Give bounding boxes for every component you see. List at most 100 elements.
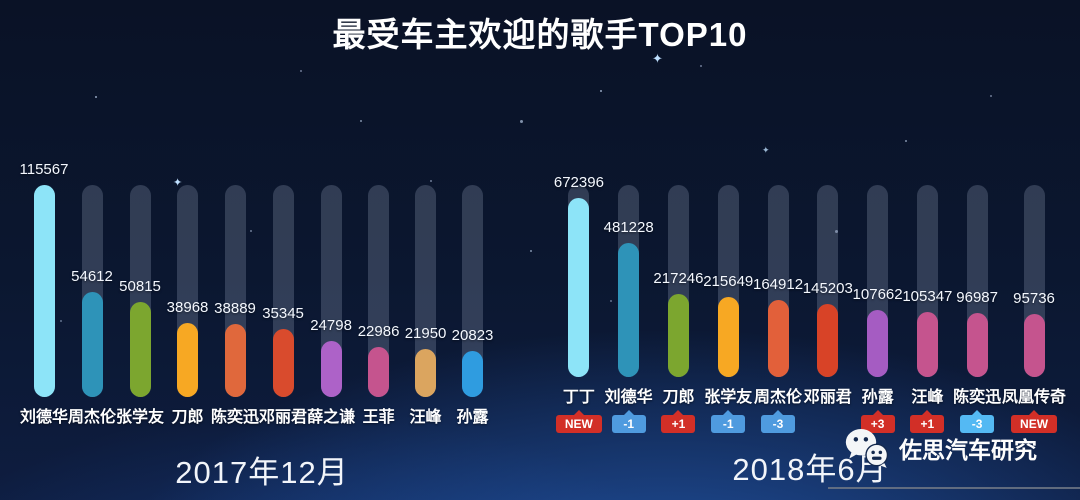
bar-track: 54612 xyxy=(71,185,113,397)
bar xyxy=(224,324,246,397)
rank-change-badge: -1 xyxy=(611,410,646,433)
bar-value-label: 21950 xyxy=(404,325,447,342)
star xyxy=(60,320,62,322)
bar xyxy=(81,292,103,397)
bar xyxy=(129,302,151,397)
badge-pointer-icon xyxy=(773,410,784,415)
rank-change-badge: +3 xyxy=(860,410,895,433)
bar xyxy=(1023,314,1045,377)
rank-change-label: +1 xyxy=(671,417,686,431)
bar xyxy=(272,329,294,397)
period-label-2017-12: 2017年12月 xyxy=(175,455,349,490)
bar-column: 38968 刀郎 xyxy=(164,185,211,427)
bar-column: 215649 张学友 -1 xyxy=(703,185,753,433)
watermark-underline xyxy=(828,487,1080,489)
badge-pointer-icon xyxy=(872,410,883,415)
badge-pointer-icon xyxy=(922,410,933,415)
singer-name-label: 邓丽君 xyxy=(259,409,308,426)
bar-columns-2018-06: 672396 丁丁 NEW 481228 刘德华 -1 217246 刀郎 +1 215649 张学… xyxy=(554,174,1066,433)
badge-pointer-icon xyxy=(972,410,983,415)
rank-change-badge: NEW xyxy=(555,410,602,433)
rank-change-badge: -3 xyxy=(960,410,995,433)
bar-column: 96987 陈奕迅 -3 xyxy=(952,185,1002,433)
rank-change-label: -1 xyxy=(623,417,634,431)
rank-change-label: -1 xyxy=(722,417,734,431)
bar-value-label: 105347 xyxy=(902,288,953,305)
bar-value-label: 95736 xyxy=(1013,290,1055,307)
rank-change-label: -3 xyxy=(772,417,784,431)
singer-name-label: 陈奕迅 xyxy=(211,409,260,426)
bar xyxy=(415,349,437,397)
bar-track: 105347 xyxy=(902,185,952,377)
chart-2018-06: 672396 丁丁 NEW 481228 刘德华 -1 217246 刀郎 +1 215649 张学… xyxy=(554,174,1066,433)
bar-track: 115567 xyxy=(20,161,68,397)
bar-track: 481228 xyxy=(604,185,654,377)
bar-track: 50815 xyxy=(119,185,161,397)
singer-name-label: 王菲 xyxy=(362,409,395,426)
bar-column: 145203 邓丽君 xyxy=(803,185,853,433)
bar-track: 95736 xyxy=(1013,185,1055,377)
bar xyxy=(618,243,640,377)
bar xyxy=(867,310,889,377)
brand-watermark: 佐思汽车研究 xyxy=(843,427,1037,469)
star xyxy=(520,120,523,123)
star xyxy=(430,180,432,182)
bar-value-label: 54612 xyxy=(71,268,113,285)
singer-name-label: 汪峰 xyxy=(911,389,944,406)
bar-column: 217246 刀郎 +1 xyxy=(653,185,703,433)
bar-track: 20823 xyxy=(452,185,493,397)
bar-value-label: 145203 xyxy=(802,280,853,297)
badge-pointer-icon xyxy=(673,410,684,415)
star xyxy=(835,230,838,233)
bar-track: 107662 xyxy=(853,185,903,377)
bar-column: 95736 凤凰传奇 NEW xyxy=(1002,185,1066,433)
bar-value-label: 115567 xyxy=(19,161,69,178)
singer-name-label: 孙露 xyxy=(456,409,489,426)
badge-pointer-icon xyxy=(1029,410,1040,415)
star xyxy=(300,70,302,72)
badge-pointer-icon xyxy=(723,410,734,415)
page-title: 最受车主欢迎的歌手TOP10 xyxy=(332,16,748,53)
singer-name-label: 张学友 xyxy=(116,409,165,426)
rank-change-label: NEW xyxy=(1020,417,1049,431)
bar-track: 217246 xyxy=(653,185,703,377)
singer-name-label: 周杰伦 xyxy=(754,389,803,406)
bar-column: 107662 孙露 +3 xyxy=(853,185,903,433)
bar-column: 105347 汪峰 +1 xyxy=(902,185,952,433)
bar-track: 38889 xyxy=(214,185,256,397)
bar-column: 21950 汪峰 xyxy=(402,185,449,427)
star xyxy=(990,95,992,97)
singer-name-label: 薛之谦 xyxy=(307,409,356,426)
star xyxy=(95,96,97,98)
bar-column: 22986 王菲 xyxy=(355,185,402,427)
badge-pointer-icon xyxy=(573,410,584,415)
brand-name: 佐思汽车研究 xyxy=(899,437,1037,463)
bar-column: 35345 邓丽君 xyxy=(259,185,307,427)
bar-value-label: 50815 xyxy=(119,278,161,295)
bar-value-label: 672396 xyxy=(553,174,604,191)
bar xyxy=(177,323,199,397)
badge-pointer-icon xyxy=(623,410,634,415)
period-label-2018-06: 2018年6月 xyxy=(732,452,888,487)
bar-column: 164912 周杰伦 -3 xyxy=(753,185,803,433)
singer-name-label: 刀郎 xyxy=(662,389,695,406)
bar-track: 38968 xyxy=(167,185,208,397)
bar-value-label: 20823 xyxy=(451,327,494,344)
bar xyxy=(33,185,55,397)
bar-value-label: 481228 xyxy=(603,219,654,236)
singer-name-label: 刘德华 xyxy=(604,389,653,406)
rank-change-label: +3 xyxy=(870,417,885,431)
bar xyxy=(568,198,590,377)
bar-column: 38889 陈奕迅 xyxy=(211,185,259,427)
bar xyxy=(966,313,988,377)
bar-track: 672396 xyxy=(554,174,604,377)
bar-column: 20823 孙露 xyxy=(449,185,496,427)
bar xyxy=(462,351,484,397)
bar-value-label: 35345 xyxy=(262,305,304,322)
bar-track: 24798 xyxy=(310,185,352,397)
singer-name-label: 陈奕迅 xyxy=(953,389,1002,406)
bar-value-label: 96987 xyxy=(956,289,998,306)
singer-name-label: 刘德华 xyxy=(20,409,69,426)
singer-name-label: 汪峰 xyxy=(409,409,442,426)
